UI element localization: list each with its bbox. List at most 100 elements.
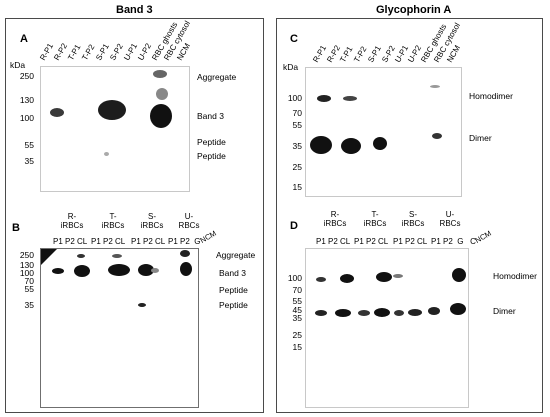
panel-b-marker: 250 — [19, 250, 34, 260]
panel-d-label: D — [290, 220, 298, 232]
panel-c-right-label: Dimer — [469, 133, 492, 143]
band — [112, 254, 122, 258]
panel-b-right-label: Peptide — [219, 300, 248, 310]
band — [432, 133, 442, 139]
panel-d-sublanes: P1 P2 CL — [316, 237, 351, 246]
band — [430, 85, 440, 88]
panel-d-marker: 100 — [287, 273, 302, 283]
band — [316, 277, 326, 282]
panel-d-group: R- iRBCs — [323, 210, 347, 228]
panel-d-right-label: Homodimer — [493, 271, 537, 281]
band — [74, 265, 90, 277]
band — [393, 274, 403, 278]
right-title: Glycophorin A — [376, 4, 452, 16]
right-frame — [276, 18, 543, 413]
panel-b-sublanes: P1 P2 CL — [91, 237, 126, 246]
panel-c-kda: kDa — [283, 62, 299, 72]
panel-b-label: B — [12, 222, 20, 234]
panel-c-marker: 100 — [287, 93, 302, 103]
panel-b-sublanes: P1 P2 CL — [53, 237, 88, 246]
panel-b-right-label: Peptide — [219, 285, 248, 295]
band — [450, 303, 466, 315]
panel-a-right-label: Aggregate — [197, 72, 237, 82]
panel-a-marker: 55 — [24, 140, 34, 150]
left-title: Band 3 — [116, 4, 153, 16]
panel-d-right-label: Dimer — [493, 306, 516, 316]
panel-b-right-label: Band 3 — [219, 268, 246, 278]
panel-c-marker: 15 — [292, 182, 302, 192]
panel-b-marker: 130 — [19, 260, 34, 270]
panel-c-marker: 25 — [292, 162, 302, 172]
panel-b-sublanes: P1 P2 CL — [131, 237, 166, 246]
panel-c-label: C — [290, 33, 298, 45]
panel-a-blot — [40, 66, 190, 192]
panel-a-right-label: Peptide — [197, 137, 226, 147]
band — [358, 310, 370, 316]
band — [315, 310, 327, 316]
panel-b-sublanes: P1 P2 G — [168, 237, 201, 246]
band — [428, 307, 440, 315]
band — [138, 264, 154, 276]
panel-c-marker: 55 — [292, 120, 302, 130]
band — [77, 254, 85, 258]
band — [180, 262, 192, 276]
panel-d-marker: 55 — [292, 296, 302, 306]
panel-d-sublanes: P1 P2 G C — [431, 237, 476, 246]
panel-d-marker: 35 — [292, 313, 302, 323]
band — [108, 264, 130, 276]
panel-d-marker: 25 — [292, 330, 302, 340]
band — [104, 152, 109, 156]
panel-b-corner-mark — [41, 249, 57, 265]
band — [180, 250, 190, 257]
band — [138, 303, 146, 307]
panel-a-marker: 130 — [19, 95, 34, 105]
panel-b-marker: 55 — [24, 284, 34, 294]
panel-a-kda: kDa — [10, 60, 26, 70]
band — [408, 309, 422, 316]
band — [452, 268, 466, 282]
panel-b-group: U- RBCs — [178, 212, 200, 230]
band — [151, 268, 159, 273]
panel-d-marker: 45 — [292, 305, 302, 315]
band — [335, 309, 351, 317]
band — [50, 108, 64, 117]
band — [153, 70, 167, 78]
band — [340, 274, 354, 283]
panel-a-marker: 250 — [19, 71, 34, 81]
panel-c-marker: 70 — [292, 108, 302, 118]
panel-b-group: T- iRBCs — [101, 212, 125, 230]
band — [376, 272, 392, 282]
panel-c-marker: 35 — [292, 141, 302, 151]
panel-a-right-label: Peptide — [197, 151, 226, 161]
band — [156, 88, 168, 100]
panel-d-marker: 70 — [292, 285, 302, 295]
band — [52, 268, 64, 274]
band — [98, 100, 126, 120]
panel-c-blot — [305, 67, 462, 197]
panel-d-sublanes: P1 P2 CL — [393, 237, 428, 246]
left-frame — [5, 18, 264, 413]
panel-a-marker: 100 — [19, 113, 34, 123]
panel-d-marker: 15 — [292, 342, 302, 352]
panel-d-group: S- iRBCs — [401, 210, 425, 228]
band — [343, 96, 357, 101]
panel-b-right-label: Aggregate — [216, 250, 256, 260]
panel-a-label: A — [20, 33, 28, 45]
panel-d-group: U- RBCs — [439, 210, 461, 228]
panel-b-marker: 100 — [19, 268, 34, 278]
panel-b-group: R- iRBCs — [60, 212, 84, 230]
band — [310, 136, 332, 154]
band — [317, 95, 331, 102]
band — [394, 310, 404, 316]
panel-b-group: S- iRBCs — [140, 212, 164, 230]
panel-b-marker: 35 — [24, 300, 34, 310]
band — [373, 137, 387, 150]
band — [374, 308, 390, 317]
band — [341, 138, 361, 154]
panel-a-marker: 35 — [24, 156, 34, 166]
panel-d-group: T- iRBCs — [363, 210, 387, 228]
panel-d-sublanes: P1 P2 CL — [354, 237, 389, 246]
band — [150, 104, 172, 128]
panel-a-right-label: Band 3 — [197, 111, 224, 121]
panel-b-marker: 70 — [24, 276, 34, 286]
